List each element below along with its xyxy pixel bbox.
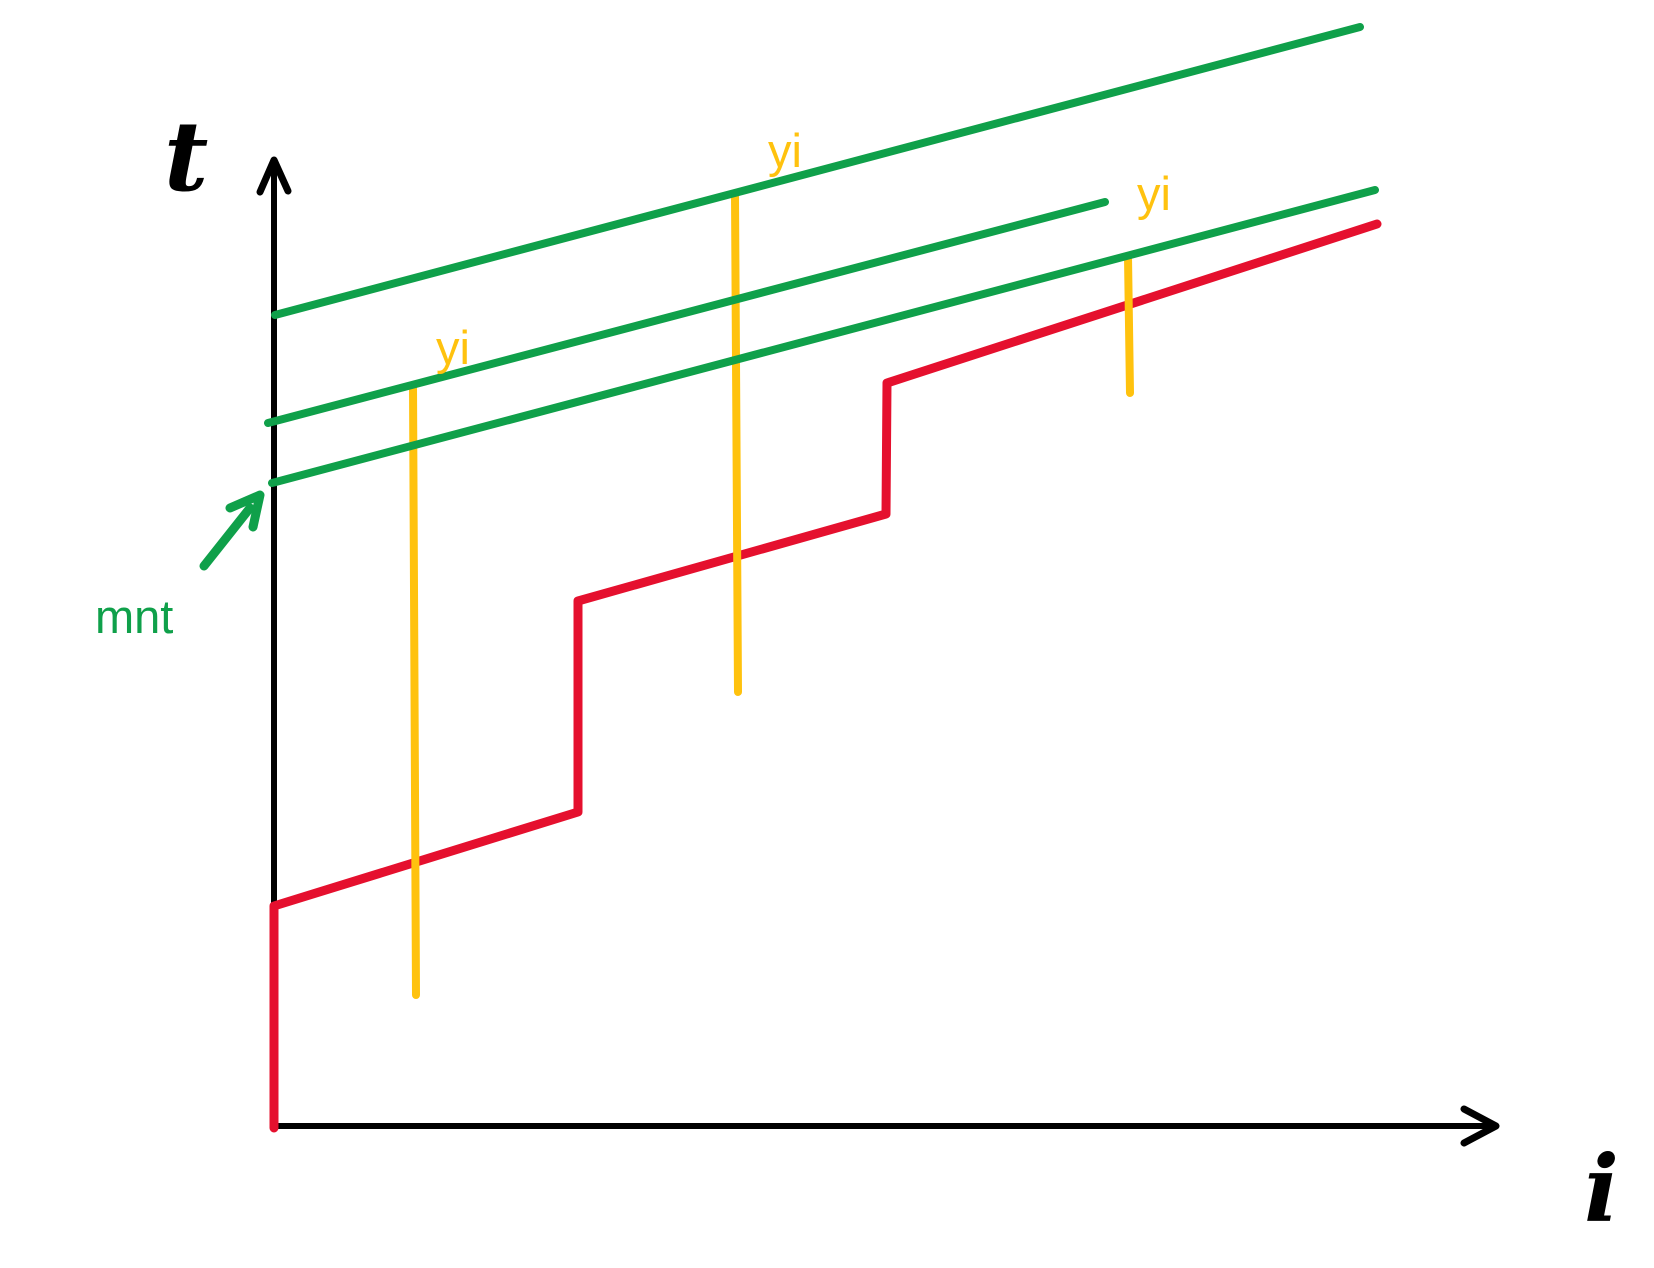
i-axis-arrowhead xyxy=(1460,1105,1500,1147)
yellow-gap-segment-2 xyxy=(731,191,742,696)
mnt-arrow-shaft xyxy=(199,503,255,571)
yellow-gap-segment-3 xyxy=(1124,253,1134,397)
mnt-label: mnt xyxy=(95,590,173,643)
yi-label-3: yi xyxy=(1137,167,1171,220)
yellow-gap-segment-1 xyxy=(409,381,420,999)
green-parallel-line-top xyxy=(271,23,1364,319)
yi-label-2: yi xyxy=(768,124,802,177)
green-parallel-line-bottom-mnt xyxy=(268,186,1379,487)
yi-label-1: yi xyxy=(436,321,470,374)
t-axis-label: t xyxy=(164,100,208,213)
t-axis-arrowhead xyxy=(256,156,292,196)
red-step-curve xyxy=(269,219,1382,1133)
i-axis-label: i xyxy=(1584,1135,1619,1243)
mnt-arrowhead xyxy=(225,490,265,532)
green-parallel-line-middle xyxy=(264,198,1109,427)
